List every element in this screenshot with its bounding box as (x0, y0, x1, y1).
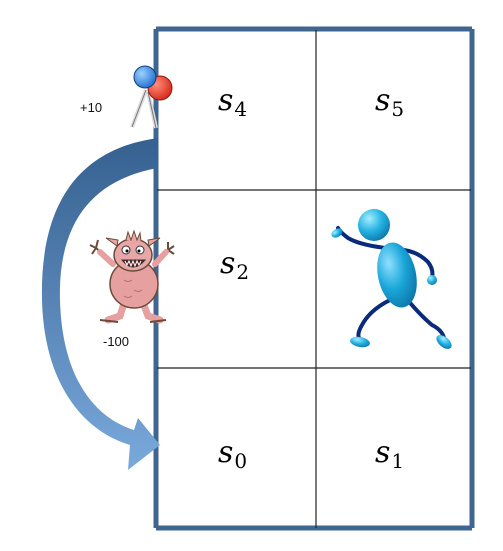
monster-icon (89, 229, 175, 324)
state-s2: s2 (220, 246, 249, 284)
state-s1: s1 (375, 435, 404, 473)
state-s5: s5 (375, 83, 404, 121)
reward-plus-label: +10 (80, 100, 102, 115)
running-figure-icon (331, 209, 452, 349)
lollipop-icon (130, 65, 173, 129)
grid-lines (157, 30, 471, 528)
reward-minus-label: -100 (103, 334, 129, 349)
state-s4: s4 (218, 83, 247, 121)
curved-arrow-icon (41, 138, 160, 470)
state-s0: s0 (218, 435, 247, 473)
grid-border (153, 26, 475, 531)
